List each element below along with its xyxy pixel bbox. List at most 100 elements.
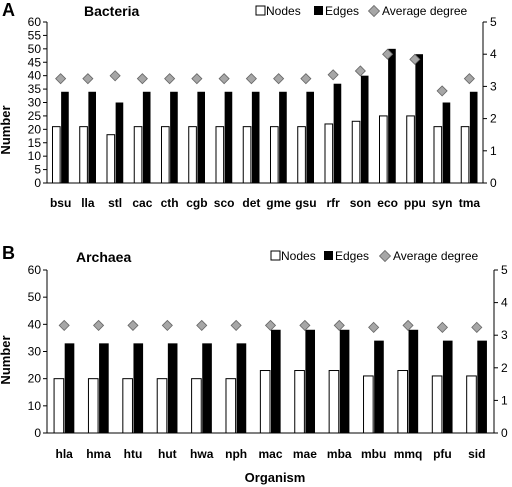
y-axis-label-archaea: Number xyxy=(0,335,13,384)
bar-nodes xyxy=(122,378,133,434)
category-label: mbu xyxy=(361,447,386,461)
point-average-degree xyxy=(93,319,105,331)
point-average-degree xyxy=(463,73,475,85)
y-tick-label: 10 xyxy=(28,149,42,163)
category-label: rfr xyxy=(326,196,340,210)
bar-nodes xyxy=(191,378,202,434)
legend-bacteria: Nodes Edges Average degree xyxy=(255,4,468,18)
bar-edges xyxy=(374,340,384,433)
bar-nodes xyxy=(215,126,225,184)
bar-nodes xyxy=(106,134,116,184)
point-average-degree xyxy=(55,73,67,85)
category-label: hla xyxy=(56,447,74,461)
point-average-degree xyxy=(161,319,173,331)
category-label: tma xyxy=(459,196,481,210)
y-tick-label: 20 xyxy=(28,372,42,386)
bar-nodes xyxy=(225,378,237,434)
y-tick-label: 60 xyxy=(28,15,42,29)
bar-nodes xyxy=(188,126,197,184)
category-label: ppu xyxy=(404,196,426,210)
point-average-degree xyxy=(300,73,312,85)
category-label: mae xyxy=(293,447,317,461)
point-average-degree xyxy=(382,48,394,60)
point-average-degree xyxy=(368,321,380,333)
y2-tick-label: 0 xyxy=(490,176,497,190)
bar-edges xyxy=(202,343,212,433)
point-average-degree xyxy=(191,73,203,85)
point-average-degree xyxy=(136,73,148,85)
bar-edges xyxy=(170,91,178,183)
y-tick-label: 20 xyxy=(28,122,42,136)
bar-nodes xyxy=(460,126,470,184)
bar-edges xyxy=(197,91,206,183)
bar-edges xyxy=(251,91,260,183)
point-average-degree xyxy=(436,321,448,333)
y-tick-label: 10 xyxy=(28,399,42,413)
bar-nodes xyxy=(351,120,361,184)
bar-nodes xyxy=(297,126,306,184)
legend-swatch-edges xyxy=(314,6,323,15)
bar-nodes xyxy=(259,370,271,434)
bar-nodes xyxy=(324,123,334,184)
legend-swatch-edges xyxy=(324,251,333,260)
y2-tick-label: 5 xyxy=(490,15,497,29)
y2-tick-label: 3 xyxy=(501,328,508,342)
bar-nodes xyxy=(269,126,279,184)
point-average-degree xyxy=(299,319,311,331)
category-label: sco xyxy=(214,196,235,210)
legend-swatch-nodes xyxy=(255,5,266,16)
legend-label-average-degree: Average degree xyxy=(382,4,468,18)
bar-edges xyxy=(339,329,350,433)
y-tick-label: 50 xyxy=(28,290,42,304)
bar-edges xyxy=(305,329,316,433)
point-average-degree xyxy=(218,73,230,85)
point-average-degree xyxy=(230,319,242,331)
legend-marker-average-degree xyxy=(367,4,381,18)
y2-tick-label: 1 xyxy=(490,144,497,158)
bar-nodes xyxy=(242,126,252,184)
legend-label-average-degree: Average degree xyxy=(393,249,479,263)
legend-archaea: Nodes Edges Average degree xyxy=(270,249,479,263)
y2-tick-label: 4 xyxy=(490,47,497,61)
point-average-degree xyxy=(327,69,339,81)
panel-letter-b: B xyxy=(2,243,15,263)
point-average-degree xyxy=(273,73,285,85)
panel-bacteria: A Bacteria Nodes Edges Average degree 05… xyxy=(2,0,497,210)
category-label: nph xyxy=(225,447,247,461)
category-label: hwa xyxy=(190,447,214,461)
bar-nodes xyxy=(363,375,374,434)
bar-edges xyxy=(167,343,178,433)
legend-label-edges: Edges xyxy=(335,249,369,263)
y2-tick-label: 0 xyxy=(501,426,508,440)
category-label: hut xyxy=(158,447,177,461)
y-tick-label: 50 xyxy=(28,42,42,56)
bar-edges xyxy=(61,91,69,183)
y-tick-label: 30 xyxy=(28,345,42,359)
y-tick-label: 30 xyxy=(28,96,42,110)
point-average-degree xyxy=(82,73,94,85)
bar-edges xyxy=(224,91,233,183)
category-label: hma xyxy=(86,447,111,461)
category-label: gme xyxy=(266,196,291,210)
bar-edges xyxy=(142,91,151,183)
bar-edges xyxy=(236,343,247,433)
bar-nodes xyxy=(51,126,61,184)
category-label: cac xyxy=(132,196,152,210)
y-tick-label: 55 xyxy=(28,28,42,42)
y-tick-label: 60 xyxy=(28,263,42,277)
x-axis-label-archaea: Organism xyxy=(245,470,306,485)
bar-nodes xyxy=(406,115,415,184)
y2-tick-label: 3 xyxy=(490,79,497,93)
bar-nodes xyxy=(433,126,443,184)
bar-nodes xyxy=(397,370,409,434)
bar-edges xyxy=(271,329,281,433)
y-tick-label: 35 xyxy=(28,82,42,96)
category-label: mac xyxy=(258,447,282,461)
point-average-degree xyxy=(333,319,345,331)
bar-nodes xyxy=(328,370,340,434)
point-average-degree xyxy=(471,321,483,333)
plot-area-archaea: 0 10 20 30 40 50 60 0 1 2 3 4 5 hla hma htu hut hwa nph mac… xyxy=(28,263,508,461)
category-label: sid xyxy=(468,447,485,461)
y2-tick-label: 2 xyxy=(501,361,508,375)
